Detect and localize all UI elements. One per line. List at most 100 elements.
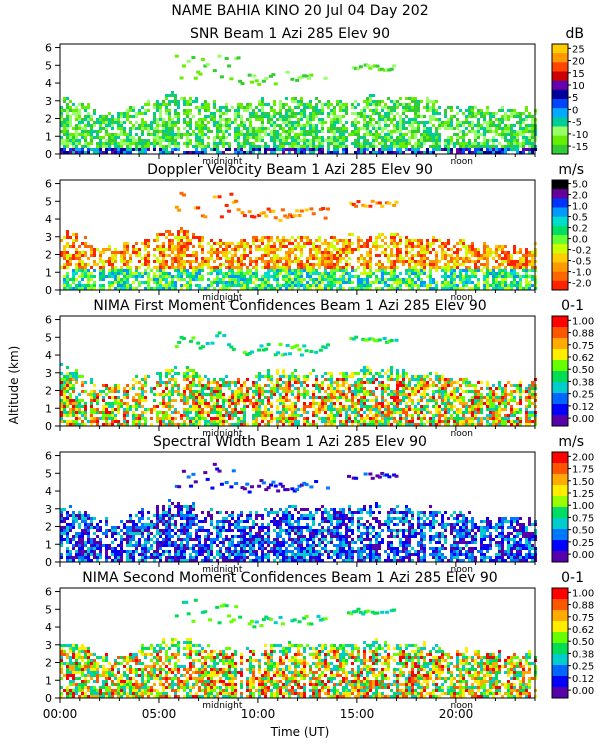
heatmap-cell	[255, 106, 258, 109]
heatmap-cell	[327, 100, 330, 103]
heatmap-cell	[159, 284, 162, 287]
heatmap-cell	[420, 245, 423, 248]
heatmap-cell	[177, 133, 180, 136]
heatmap-cell	[108, 281, 111, 284]
heatmap-cell	[414, 145, 417, 148]
heatmap-cell	[216, 393, 219, 396]
heatmap-cell	[522, 269, 525, 272]
heatmap-cell	[306, 281, 309, 284]
heatmap-cell	[330, 272, 333, 275]
heatmap-cell	[396, 248, 399, 251]
heatmap-cell	[90, 408, 93, 411]
heatmap-cell	[186, 411, 189, 414]
heatmap-cell	[227, 64, 232, 68]
heatmap-cell	[336, 260, 339, 263]
heatmap-cell	[309, 242, 312, 245]
heatmap-cell	[333, 281, 336, 284]
heatmap-cell	[210, 405, 213, 408]
heatmap-cell	[153, 281, 156, 284]
heatmap-cell	[183, 396, 186, 399]
heatmap-cell	[531, 142, 534, 145]
heatmap-cell	[381, 287, 384, 290]
heatmap-cell	[96, 411, 99, 414]
heatmap-cell	[102, 399, 105, 402]
heatmap-cell	[252, 396, 255, 399]
heatmap-cell	[168, 381, 171, 384]
heatmap-cell	[171, 263, 174, 266]
heatmap-cell	[513, 124, 516, 127]
heatmap-cell	[117, 136, 120, 139]
heatmap-cell	[453, 142, 456, 145]
heatmap-cell	[168, 281, 171, 284]
heatmap-cell	[288, 115, 291, 118]
heatmap-cell	[411, 97, 414, 100]
heatmap-cell	[354, 287, 357, 290]
heatmap-cell	[369, 251, 372, 254]
heatmap-cell	[213, 139, 216, 142]
heatmap-cell	[252, 127, 255, 130]
heatmap-cell	[336, 248, 339, 251]
heatmap-cell	[159, 118, 162, 121]
heatmap-cell	[129, 387, 132, 390]
heatmap-cell	[141, 130, 144, 133]
heatmap-cell	[507, 148, 510, 151]
heatmap-cell	[264, 145, 267, 148]
heatmap-cell	[267, 411, 270, 414]
heatmap-cell	[474, 133, 477, 136]
heatmap-cell	[237, 411, 240, 414]
heatmap-cell	[75, 263, 78, 266]
heatmap-cell	[408, 142, 411, 145]
heatmap-cell	[210, 269, 213, 272]
heatmap-cell	[132, 417, 135, 420]
heatmap-cell	[192, 278, 195, 281]
heatmap-cell	[63, 121, 66, 124]
heatmap-cell	[228, 148, 231, 151]
heatmap-cell	[90, 275, 93, 278]
heatmap-cell	[93, 260, 96, 263]
heatmap-cell	[216, 148, 219, 151]
heatmap-cell	[224, 57, 229, 61]
heatmap-cell	[417, 103, 420, 106]
heatmap-cell	[63, 405, 66, 408]
heatmap-cell	[84, 402, 87, 405]
heatmap-cell	[459, 151, 462, 154]
heatmap-cell	[204, 423, 207, 426]
heatmap-cell	[186, 272, 189, 275]
heatmap-cell	[156, 139, 159, 142]
heatmap-cell	[261, 257, 264, 260]
heatmap-cell	[249, 269, 252, 272]
heatmap-cell	[504, 127, 507, 130]
heatmap-cell	[420, 115, 423, 118]
heatmap-cell	[240, 82, 245, 86]
heatmap-cell	[351, 66, 356, 70]
heatmap-cell	[228, 402, 231, 405]
heatmap-cell	[120, 251, 123, 254]
heatmap-cell	[288, 269, 291, 272]
heatmap-cell	[375, 242, 378, 245]
heatmap-cell	[384, 269, 387, 272]
heatmap-cell	[84, 236, 87, 239]
heatmap-cell	[330, 275, 333, 278]
heatmap-cell	[177, 121, 180, 124]
heatmap-cell	[294, 245, 297, 248]
heatmap-cell	[123, 278, 126, 281]
heatmap-cell	[408, 260, 411, 263]
heatmap-cell	[321, 281, 324, 284]
heatmap-cell	[273, 251, 276, 254]
heatmap-cell	[384, 242, 387, 245]
heatmap-cell	[81, 136, 84, 139]
heatmap-cell	[159, 372, 162, 375]
heatmap-cell	[201, 121, 204, 124]
heatmap-cell	[282, 151, 285, 154]
panels: SNR Beam 1 Azi 285 Elev 90 dB0123456midni…	[45, 26, 594, 711]
heatmap-cell	[288, 378, 291, 381]
heatmap-cell	[321, 275, 324, 278]
heatmap-cell	[381, 278, 384, 281]
heatmap-cell	[75, 115, 78, 118]
heatmap-cell	[162, 278, 165, 281]
heatmap-cell	[297, 408, 300, 411]
heatmap-cell	[198, 384, 201, 387]
heatmap-cell	[66, 230, 69, 233]
heatmap-cell	[267, 378, 270, 381]
heatmap-cell	[111, 121, 114, 124]
